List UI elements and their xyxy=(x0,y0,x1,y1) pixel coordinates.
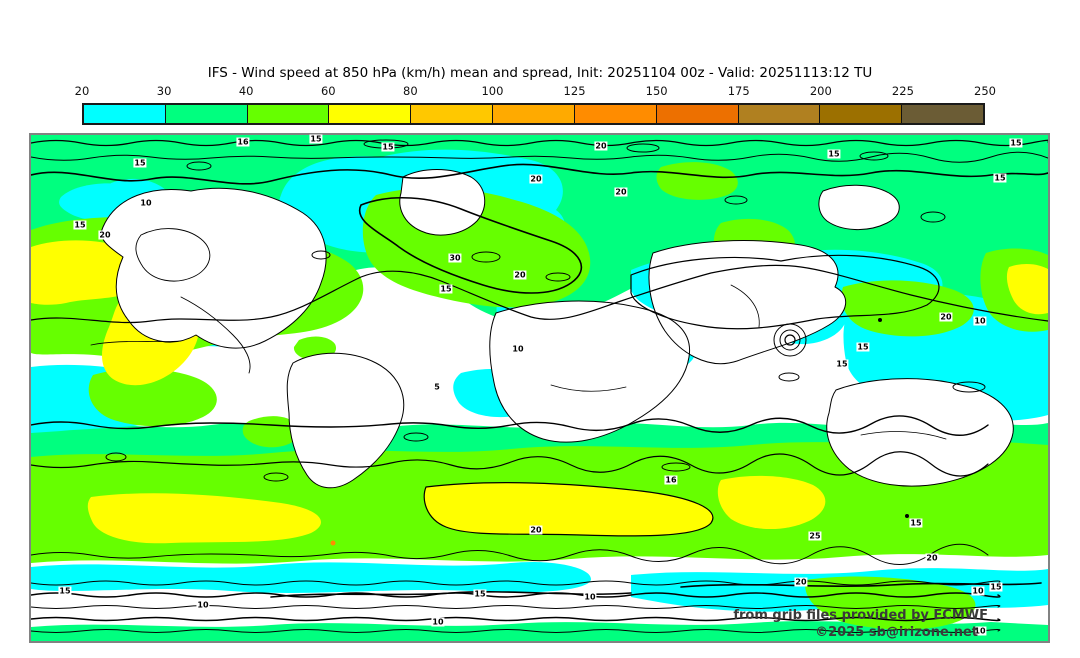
colorbar-tick-label: 30 xyxy=(156,84,172,98)
colorbar-segment xyxy=(901,105,983,123)
colorbar-tick-label: 100 xyxy=(481,84,504,98)
colorbar-tick-label: 80 xyxy=(403,84,418,98)
colorbar-segment xyxy=(84,105,165,123)
colorbar-segment xyxy=(164,105,247,123)
spread-contours xyxy=(31,139,1048,633)
colorbar-tick-label: 20 xyxy=(74,84,90,98)
colorbar-segment xyxy=(410,105,493,123)
fill-antarctic-chartreuse xyxy=(805,576,976,630)
colorbar-segment xyxy=(655,105,738,123)
colorbar-segment xyxy=(246,105,329,123)
attribution-source: from grib files provided by ECMWF xyxy=(733,608,988,623)
colorbar-segments xyxy=(82,103,985,125)
dark-speck-2 xyxy=(905,514,909,518)
colorbar-tick-label: 125 xyxy=(563,84,586,98)
orange-speck xyxy=(330,540,336,546)
attribution-copyright: ©2025 sb@irizone.net xyxy=(815,625,978,640)
colorbar-tick-label: 175 xyxy=(727,84,750,98)
colorbar-tick-label: 40 xyxy=(238,84,254,98)
colorbar-segment xyxy=(819,105,902,123)
map-title: IFS - Wind speed at 850 hPa (km/h) mean … xyxy=(207,65,873,81)
dark-speck-1 xyxy=(878,318,882,322)
colorbar-ticks: 20 30 40 60 80 100 125 150 175 200 225 250 xyxy=(75,84,996,98)
fill-antarctic-green xyxy=(31,621,1048,641)
colorbar-tick-label: 200 xyxy=(809,84,832,98)
map-frame: 15 16 15 15 20 15 15 15 10 15 20 20 20 30 20 15 20 10 15 15… xyxy=(29,133,1050,643)
colorbar-segment xyxy=(328,105,411,123)
colorbar-tick-label: 150 xyxy=(645,84,668,98)
colorbar-segment xyxy=(573,105,656,123)
colorbar-segment xyxy=(737,105,820,123)
colorbar-tick-label: 250 xyxy=(974,84,996,98)
fill-mean-60-80 xyxy=(31,240,1048,544)
map-canvas xyxy=(31,135,1048,641)
colorbar-tick-label: 60 xyxy=(320,84,336,98)
colorbar-tick-label: 225 xyxy=(891,84,914,98)
colorbar-segment xyxy=(492,105,574,123)
